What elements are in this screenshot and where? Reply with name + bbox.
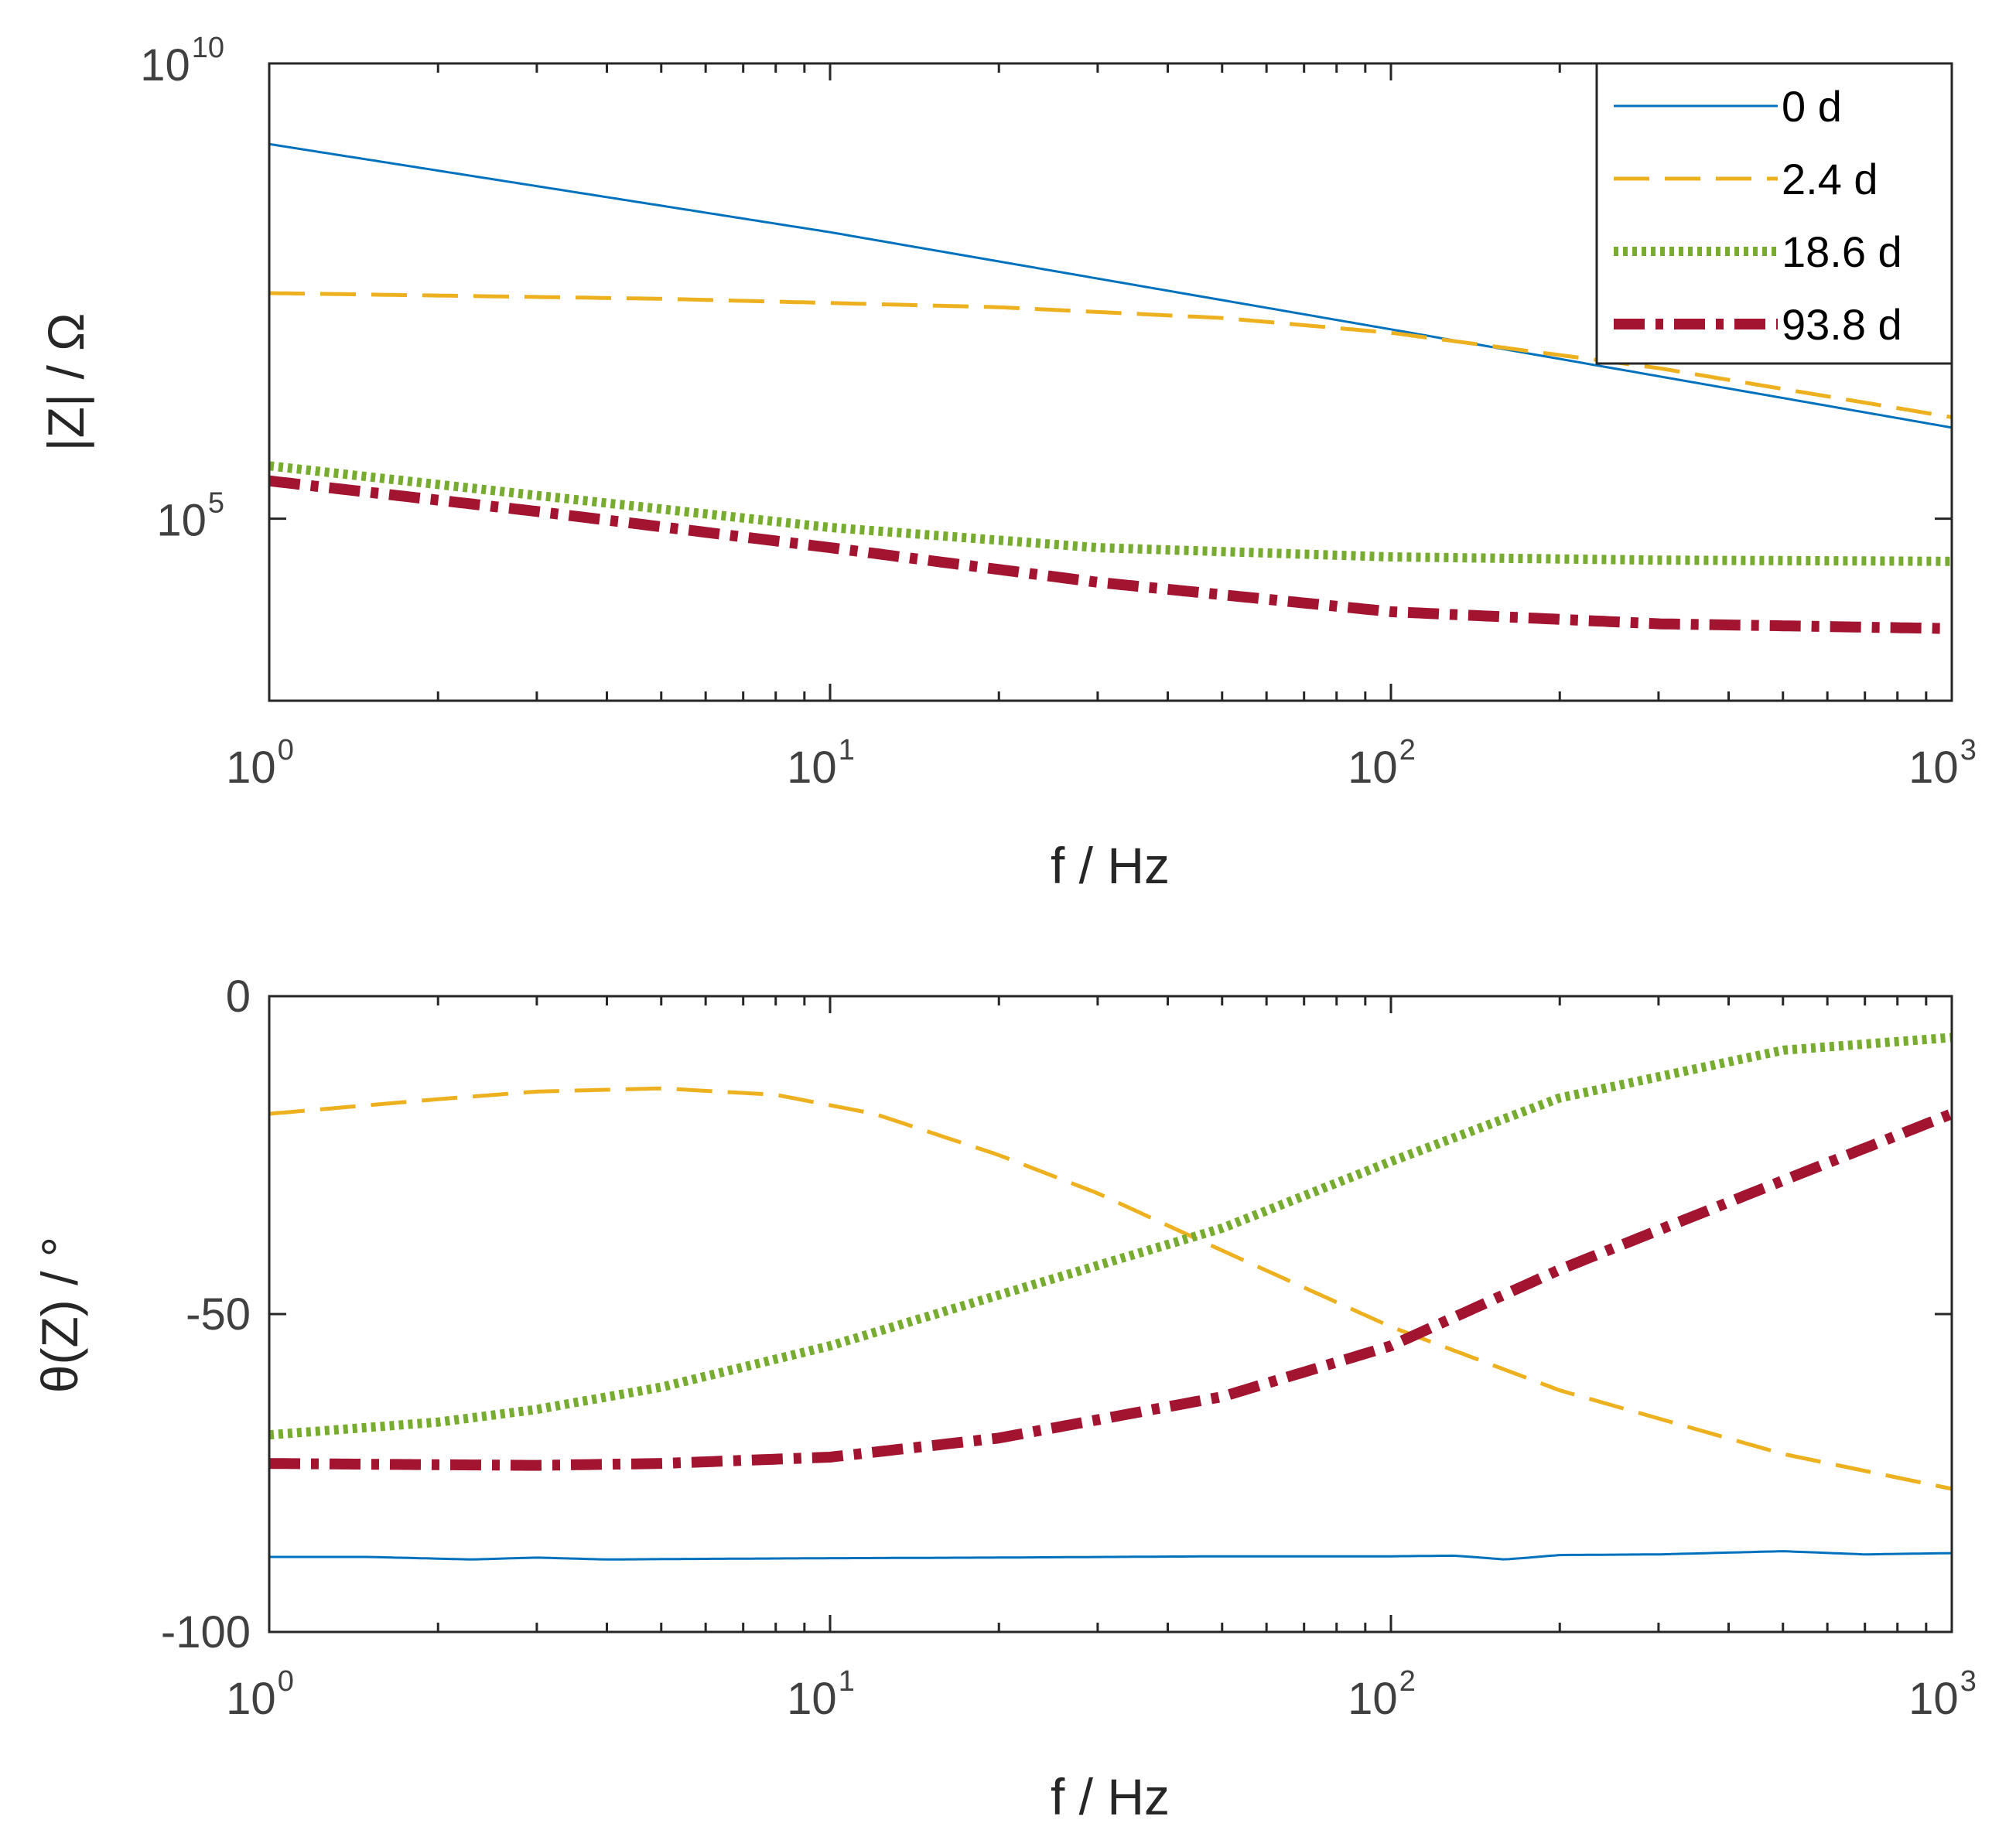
y-tick-label: -50 <box>186 1289 251 1340</box>
y-tick-label: -100 <box>161 1607 251 1657</box>
impedance-phase-panel: 100 101 102 103 0 -50 -100 f / Hz θ(Z) / ° <box>31 971 1977 1825</box>
series-line-2-4-d <box>268 1086 1953 1491</box>
x-tick-label: 102 <box>1348 734 1416 793</box>
series-line-0-d <box>268 142 1953 429</box>
x-tick-label: 101 <box>787 734 855 793</box>
legend: 0 d 2.4 d 18.6 d 93.8 d <box>1595 62 1953 365</box>
series-line-0-d <box>269 1550 1953 1561</box>
x-tick-label: 103 <box>1908 1665 1977 1724</box>
y-tick-label: 0 <box>226 971 251 1022</box>
x-tick-label: 102 <box>1348 1665 1416 1724</box>
y-tick-label: 105 <box>156 487 224 546</box>
series-line-2-4-d <box>268 291 1953 419</box>
plot-frame <box>268 62 1953 702</box>
x-axis-title: f / Hz <box>1051 837 1170 894</box>
legend-label: 18.6 d <box>1782 227 1902 276</box>
legend-label: 0 d <box>1782 82 1842 131</box>
y-axis-title: |Z| / Ω <box>37 313 94 452</box>
x-tick-label: 103 <box>1908 734 1977 793</box>
y-tick-label: 1010 <box>140 32 224 90</box>
plot-frame <box>268 995 1953 1633</box>
legend-label: 93.8 d <box>1782 300 1902 349</box>
x-tick-label: 100 <box>226 1665 294 1724</box>
legend-label: 2.4 d <box>1782 155 1878 203</box>
x-tick-label: 101 <box>787 1665 855 1724</box>
series-line-18-6-d <box>268 461 1952 566</box>
series-line-93-8-d <box>268 475 1953 634</box>
x-tick-label: 100 <box>226 734 294 793</box>
y-axis-title: θ(Z) / ° <box>31 1237 88 1393</box>
series-line-18-6-d <box>268 1033 1953 1440</box>
impedance-magnitude-panel: 100 101 102 103 105 1010 f / Hz |Z| / Ω 0 d 2.… <box>37 32 1977 894</box>
x-axis-title: f / Hz <box>1051 1768 1170 1825</box>
